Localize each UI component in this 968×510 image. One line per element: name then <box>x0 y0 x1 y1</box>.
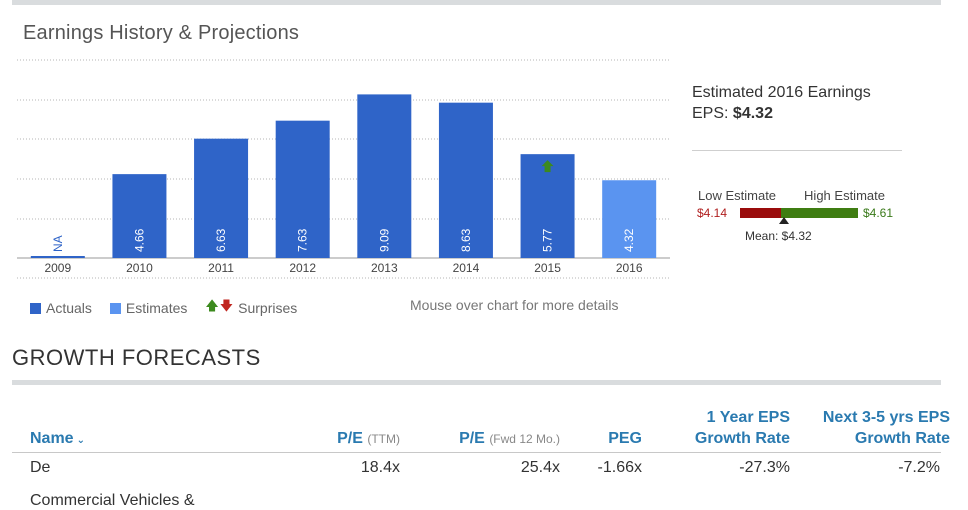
chart-bar[interactable] <box>275 120 330 258</box>
pe-label: P/E <box>337 430 363 447</box>
growth-forecasts-title: GROWTH FORECASTS <box>12 345 261 370</box>
estimate-title: Estimated 2016 Earnings <box>692 84 871 101</box>
legend-actuals-label: Actuals <box>46 300 92 316</box>
x-tick-label: 2013 <box>371 261 398 275</box>
high-estimate-value: $4.61 <box>863 206 894 220</box>
pe-sub-label: (TTM) <box>367 432 400 446</box>
bar-value-label: NA <box>51 235 65 252</box>
estimate-eps: EPS: $4.32 <box>692 105 773 123</box>
legend-estimates-label: Estimates <box>125 300 188 316</box>
row-5yr-growth: -7.2% <box>898 459 940 476</box>
row-peg: -1.66x <box>597 459 642 476</box>
column-header-fwd-pe[interactable]: P/E (Fwd 12 Mo.) <box>420 428 560 450</box>
column-header-1yr-growth[interactable]: 1 Year EPS Growth Rate <box>650 407 790 449</box>
legend-actuals[interactable]: Actuals <box>30 300 92 316</box>
chart-bar[interactable] <box>112 174 167 258</box>
chart-legend: Actuals Estimates 🡅 🡇 Surprises <box>30 297 315 319</box>
top-divider <box>12 0 941 5</box>
row-fwd-pe: 25.4x <box>520 459 560 476</box>
chart-bar[interactable] <box>602 180 657 258</box>
x-tick-label: 2015 <box>534 261 561 275</box>
row-name[interactable]: Commercial Vehicles & <box>30 492 195 509</box>
eps-label: EPS: <box>692 105 729 122</box>
chevron-down-icon: ⌄ <box>76 435 85 446</box>
x-tick-label: 2010 <box>126 261 153 275</box>
fwd-pe-label: P/E <box>459 430 485 447</box>
low-estimate-label: Low Estimate <box>698 188 777 203</box>
estimates-swatch <box>109 302 121 314</box>
high-estimate-label: High Estimate <box>804 188 885 203</box>
column-header-5yr-growth[interactable]: Next 3-5 yrs EPS Growth Rate <box>800 407 950 449</box>
row-name[interactable]: De <box>30 459 51 476</box>
legend-surprises[interactable]: 🡅 🡇 Surprises <box>205 297 297 319</box>
surprise-up-icon <box>541 160 554 173</box>
estimate-divider <box>692 150 902 151</box>
mean-marker-icon <box>779 217 789 224</box>
row-pe: 18.4x <box>360 459 400 476</box>
arrow-up-icon: 🡅 <box>205 298 219 313</box>
estimate-range-labels: Low Estimate High Estimate <box>698 188 885 203</box>
legend-estimates[interactable]: Estimates <box>109 300 188 316</box>
low-estimate-value: $4.14 <box>697 206 728 220</box>
estimate-range-bar <box>740 208 858 218</box>
column-header-pe[interactable]: P/E (TTM) <box>300 428 400 450</box>
1yr-growth-label-line1: 1 Year EPS <box>706 409 790 426</box>
bar-value-label: 5.77 <box>541 228 555 252</box>
range-low-segment <box>740 208 781 218</box>
bar-value-label: 4.66 <box>132 228 146 252</box>
x-tick-label: 2014 <box>453 261 480 275</box>
row-1yr-growth: -27.3% <box>739 459 790 476</box>
x-tick-label: 2012 <box>289 261 316 275</box>
bar-value-label: 6.63 <box>214 228 228 252</box>
range-high-segment <box>781 208 858 218</box>
column-header-peg[interactable]: PEG <box>608 430 642 447</box>
column-header-name-label: Name <box>30 430 74 447</box>
5yr-growth-label-line1: Next 3-5 yrs EPS <box>822 409 950 426</box>
chart-bar[interactable] <box>194 138 249 258</box>
bar-value-label: 9.09 <box>377 228 391 252</box>
x-tick-label: 2009 <box>44 261 71 275</box>
bar-value-label: 7.63 <box>296 228 310 252</box>
earnings-section-title: Earnings History & Projections <box>23 22 300 44</box>
x-tick-label: 2011 <box>208 261 234 275</box>
bar-value-label: 8.63 <box>459 228 473 252</box>
fwd-pe-sub-label: (Fwd 12 Mo.) <box>489 432 560 446</box>
chart-bar[interactable] <box>438 102 493 258</box>
5yr-growth-label-line2: Growth Rate <box>854 430 950 447</box>
bar-value-label: 4.32 <box>622 228 636 252</box>
actuals-swatch <box>30 302 41 314</box>
table-header-divider <box>12 452 941 453</box>
column-header-name[interactable]: Name ⌄ <box>30 428 85 451</box>
legend-surprises-label: Surprises <box>238 300 298 316</box>
eps-value: $4.32 <box>732 105 773 122</box>
growth-divider <box>12 380 941 385</box>
1yr-growth-label-line2: Growth Rate <box>694 430 790 447</box>
x-tick-label: 2016 <box>616 261 643 275</box>
mean-estimate-label: Mean: $4.32 <box>745 229 812 243</box>
chart-hint: Mouse over chart for more details <box>410 297 619 313</box>
chart-bar[interactable] <box>357 94 412 258</box>
arrow-down-icon: 🡇 <box>219 298 234 313</box>
